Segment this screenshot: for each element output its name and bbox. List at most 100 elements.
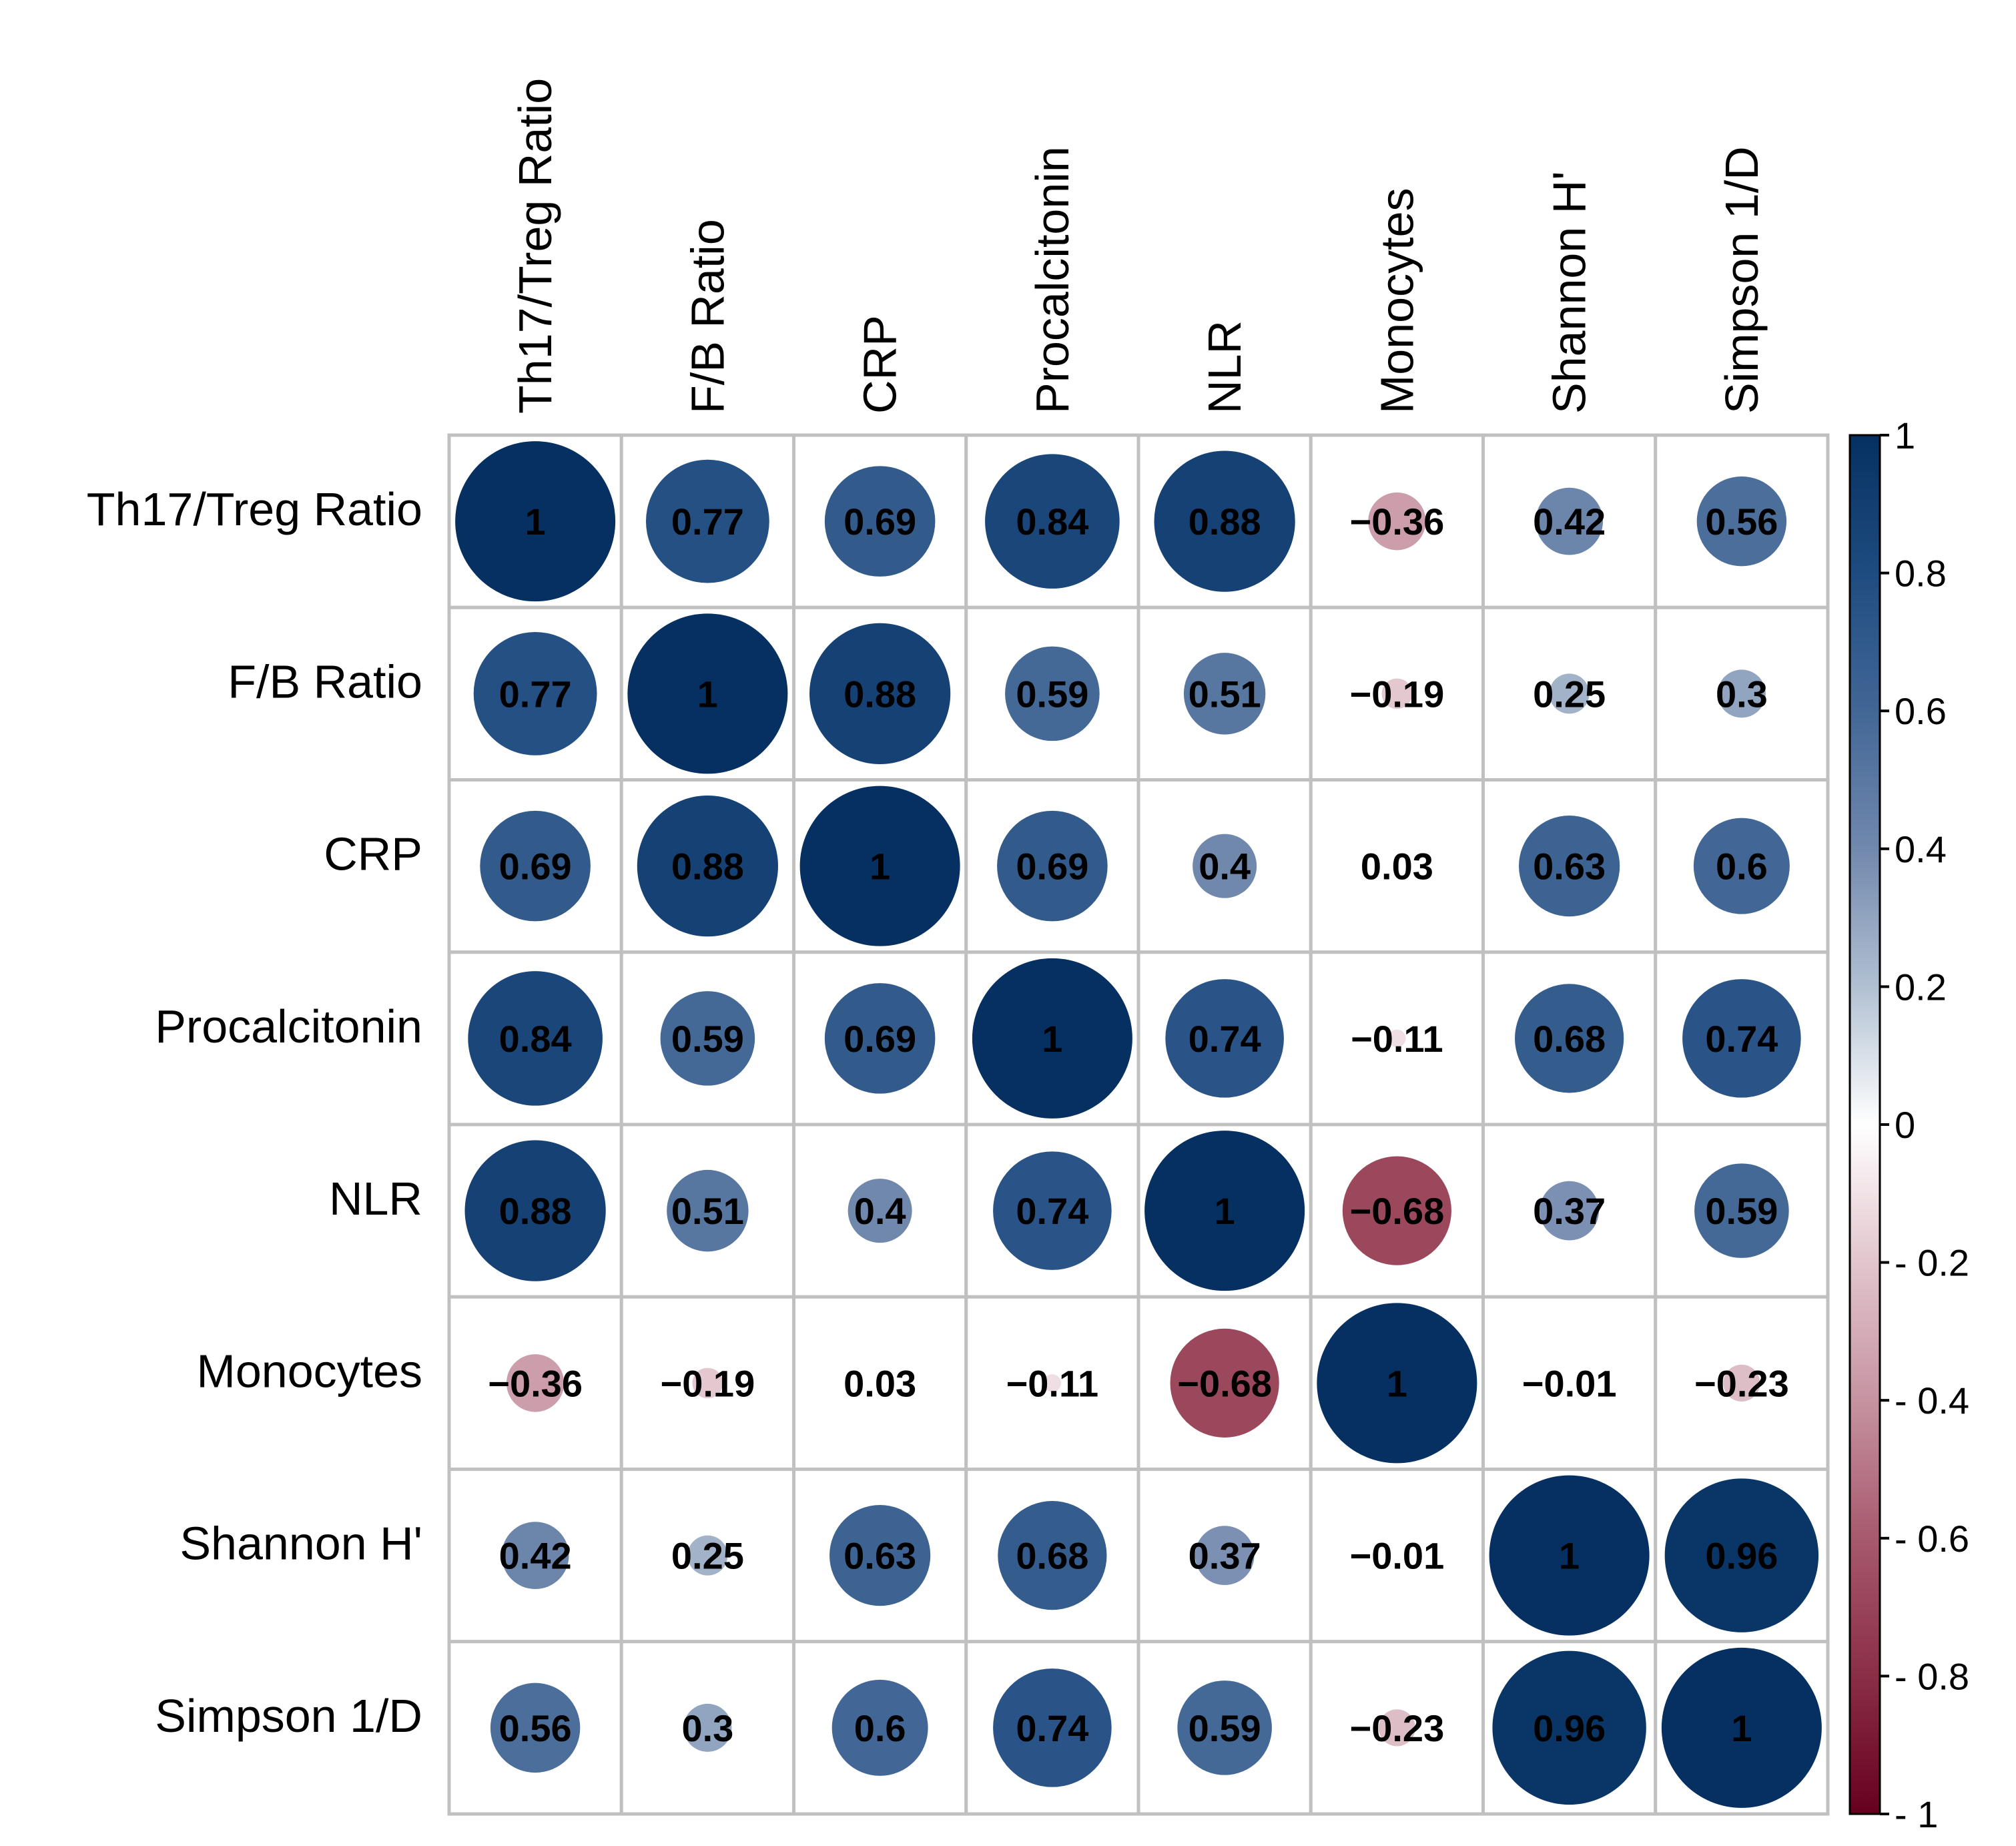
- color-legend-ticks: 1 0.8 0.6 0.4 0.2 0 - 0.2 - 0.4 - 0.6 - 0.8 - 1: [1880, 414, 1969, 1835]
- correlation-circle: [660, 991, 755, 1086]
- correlation-circle: [1519, 816, 1620, 917]
- correlation-circle: [997, 810, 1108, 922]
- correlation-circle: [1661, 1647, 1822, 1808]
- correlation-circle: [809, 623, 951, 764]
- correlation-value: 1: [870, 846, 890, 888]
- column-label: Simpson 1/D: [1716, 146, 1768, 414]
- correlation-value: −0.11: [1006, 1362, 1099, 1404]
- correlation-circle: [878, 1380, 883, 1386]
- correlation-circle: [480, 810, 591, 922]
- correlation-circle: [1043, 1374, 1062, 1392]
- correlation-circle: [1165, 979, 1284, 1098]
- correlation-value: 0.63: [844, 1535, 916, 1577]
- color-legend-tick-label: - 0.2: [1895, 1242, 1969, 1284]
- correlation-circle: [1682, 979, 1801, 1098]
- row-label: Shannon H': [180, 1518, 422, 1570]
- correlation-value: −0.19: [1350, 673, 1445, 715]
- correlation-value: 0.84: [1016, 501, 1088, 543]
- row-label: Monocytes: [197, 1345, 422, 1397]
- correlation-circle: [1144, 1131, 1305, 1291]
- correlation-circle: [1492, 1650, 1646, 1805]
- correlation-circle: [985, 454, 1120, 589]
- correlation-value: 0.56: [499, 1707, 572, 1749]
- correlation-circle: [1396, 1554, 1398, 1556]
- correlation-value: 0.25: [671, 1535, 744, 1577]
- correlation-value: 0.77: [499, 673, 572, 715]
- correlation-value: 0.42: [1533, 501, 1606, 543]
- correlation-value: 0.88: [844, 673, 916, 715]
- correlation-circle: [1195, 1526, 1255, 1586]
- correlation-circle: [473, 631, 597, 755]
- correlation-circle: [829, 1505, 931, 1606]
- row-label: F/B Ratio: [228, 655, 422, 707]
- correlation-value: 0.96: [1533, 1707, 1606, 1749]
- color-legend-tick-label: 0: [1895, 1104, 1915, 1146]
- correlation-value: −0.23: [1694, 1362, 1789, 1404]
- correlation-value: 1: [1042, 1018, 1062, 1060]
- correlation-circle: [1717, 669, 1766, 718]
- correlation-circle: [848, 1179, 912, 1243]
- correlation-value: 0.74: [1016, 1707, 1088, 1749]
- correlation-value: 0.51: [1189, 673, 1261, 715]
- correlation-value: 0.42: [499, 1535, 572, 1577]
- correlation-value: −0.19: [661, 1362, 755, 1404]
- correlation-circle: [627, 613, 788, 774]
- correlation-circle: [1193, 834, 1257, 898]
- correlation-circle: [687, 1535, 728, 1576]
- correlation-value: 0.03: [844, 1362, 916, 1404]
- correlation-value: 0.4: [1199, 846, 1251, 888]
- color-legend-tick-label: - 0.8: [1895, 1655, 1969, 1697]
- correlation-circle: [1515, 984, 1624, 1093]
- column-label: Procalcitonin: [1026, 146, 1078, 414]
- correlation-value: 0.37: [1533, 1190, 1606, 1232]
- color-legend-tick-label: 0.2: [1895, 966, 1947, 1008]
- correlation-circle: [831, 1679, 928, 1776]
- correlation-value: 0.59: [1016, 673, 1088, 715]
- row-label: NLR: [329, 1173, 422, 1225]
- correlation-value: 1: [697, 673, 718, 715]
- correlation-circle: [993, 1151, 1112, 1270]
- correlation-value: 0.84: [499, 1018, 572, 1060]
- correlation-circle: [1694, 1163, 1789, 1258]
- column-label: Th17/Treg Ratio: [509, 78, 561, 414]
- correlation-value: 0.03: [1361, 846, 1433, 888]
- correlation-circle: [1368, 492, 1426, 551]
- correlation-value: 1: [1215, 1190, 1235, 1232]
- correlation-value: 1: [1559, 1535, 1580, 1577]
- correlation-circle: [1723, 1364, 1760, 1402]
- correlation-circle: [1394, 864, 1399, 869]
- correlation-circle: [1664, 1478, 1819, 1632]
- correlation-value: 0.59: [1705, 1190, 1778, 1232]
- correlation-circle: [1696, 476, 1787, 567]
- correlation-circle: [1536, 487, 1604, 555]
- correlation-circle: [1388, 1029, 1406, 1048]
- matrix-cells: 1 0.77 0.69 0.84 0.88 −0.36 0.42 0.56 0.77 1 0.88 0…: [447, 433, 1830, 1816]
- correlation-circle: [1342, 1156, 1451, 1265]
- correlation-value: 0.63: [1533, 846, 1606, 888]
- correlation-value: 0.74: [1705, 1018, 1778, 1060]
- correlation-circle: [1540, 1181, 1600, 1241]
- correlation-value: 0.51: [671, 1190, 744, 1232]
- row-labels: Th17/Treg Ratio F/B Ratio CRP Procalcitonin…: [87, 483, 422, 1742]
- correlation-value: −0.23: [1350, 1707, 1445, 1749]
- color-legend-tick-label: - 0.6: [1895, 1518, 1969, 1560]
- correlation-circle: [1317, 1303, 1477, 1464]
- correlation-value: −0.01: [1350, 1535, 1445, 1577]
- color-legend-tick-label: 0.6: [1895, 690, 1947, 732]
- color-legend-tick-label: 0.8: [1895, 553, 1947, 595]
- correlation-circle: [1005, 646, 1100, 741]
- correlation-circle: [1568, 1382, 1570, 1384]
- row-label: Procalcitonin: [155, 1000, 422, 1052]
- correlation-circle: [637, 796, 778, 937]
- correlation-value: 0.74: [1016, 1190, 1088, 1232]
- correlation-value: 1: [1387, 1362, 1407, 1404]
- correlation-value: −0.36: [1350, 501, 1445, 543]
- correlation-value: 0.37: [1189, 1535, 1261, 1577]
- correlation-value: 0.6: [1716, 846, 1768, 888]
- correlation-value: 0.6: [854, 1707, 906, 1749]
- column-label: F/B Ratio: [681, 219, 733, 414]
- correlation-value: 0.88: [1189, 501, 1261, 543]
- color-legend-tick-label: 0.4: [1895, 828, 1947, 870]
- row-label: Th17/Treg Ratio: [87, 483, 422, 535]
